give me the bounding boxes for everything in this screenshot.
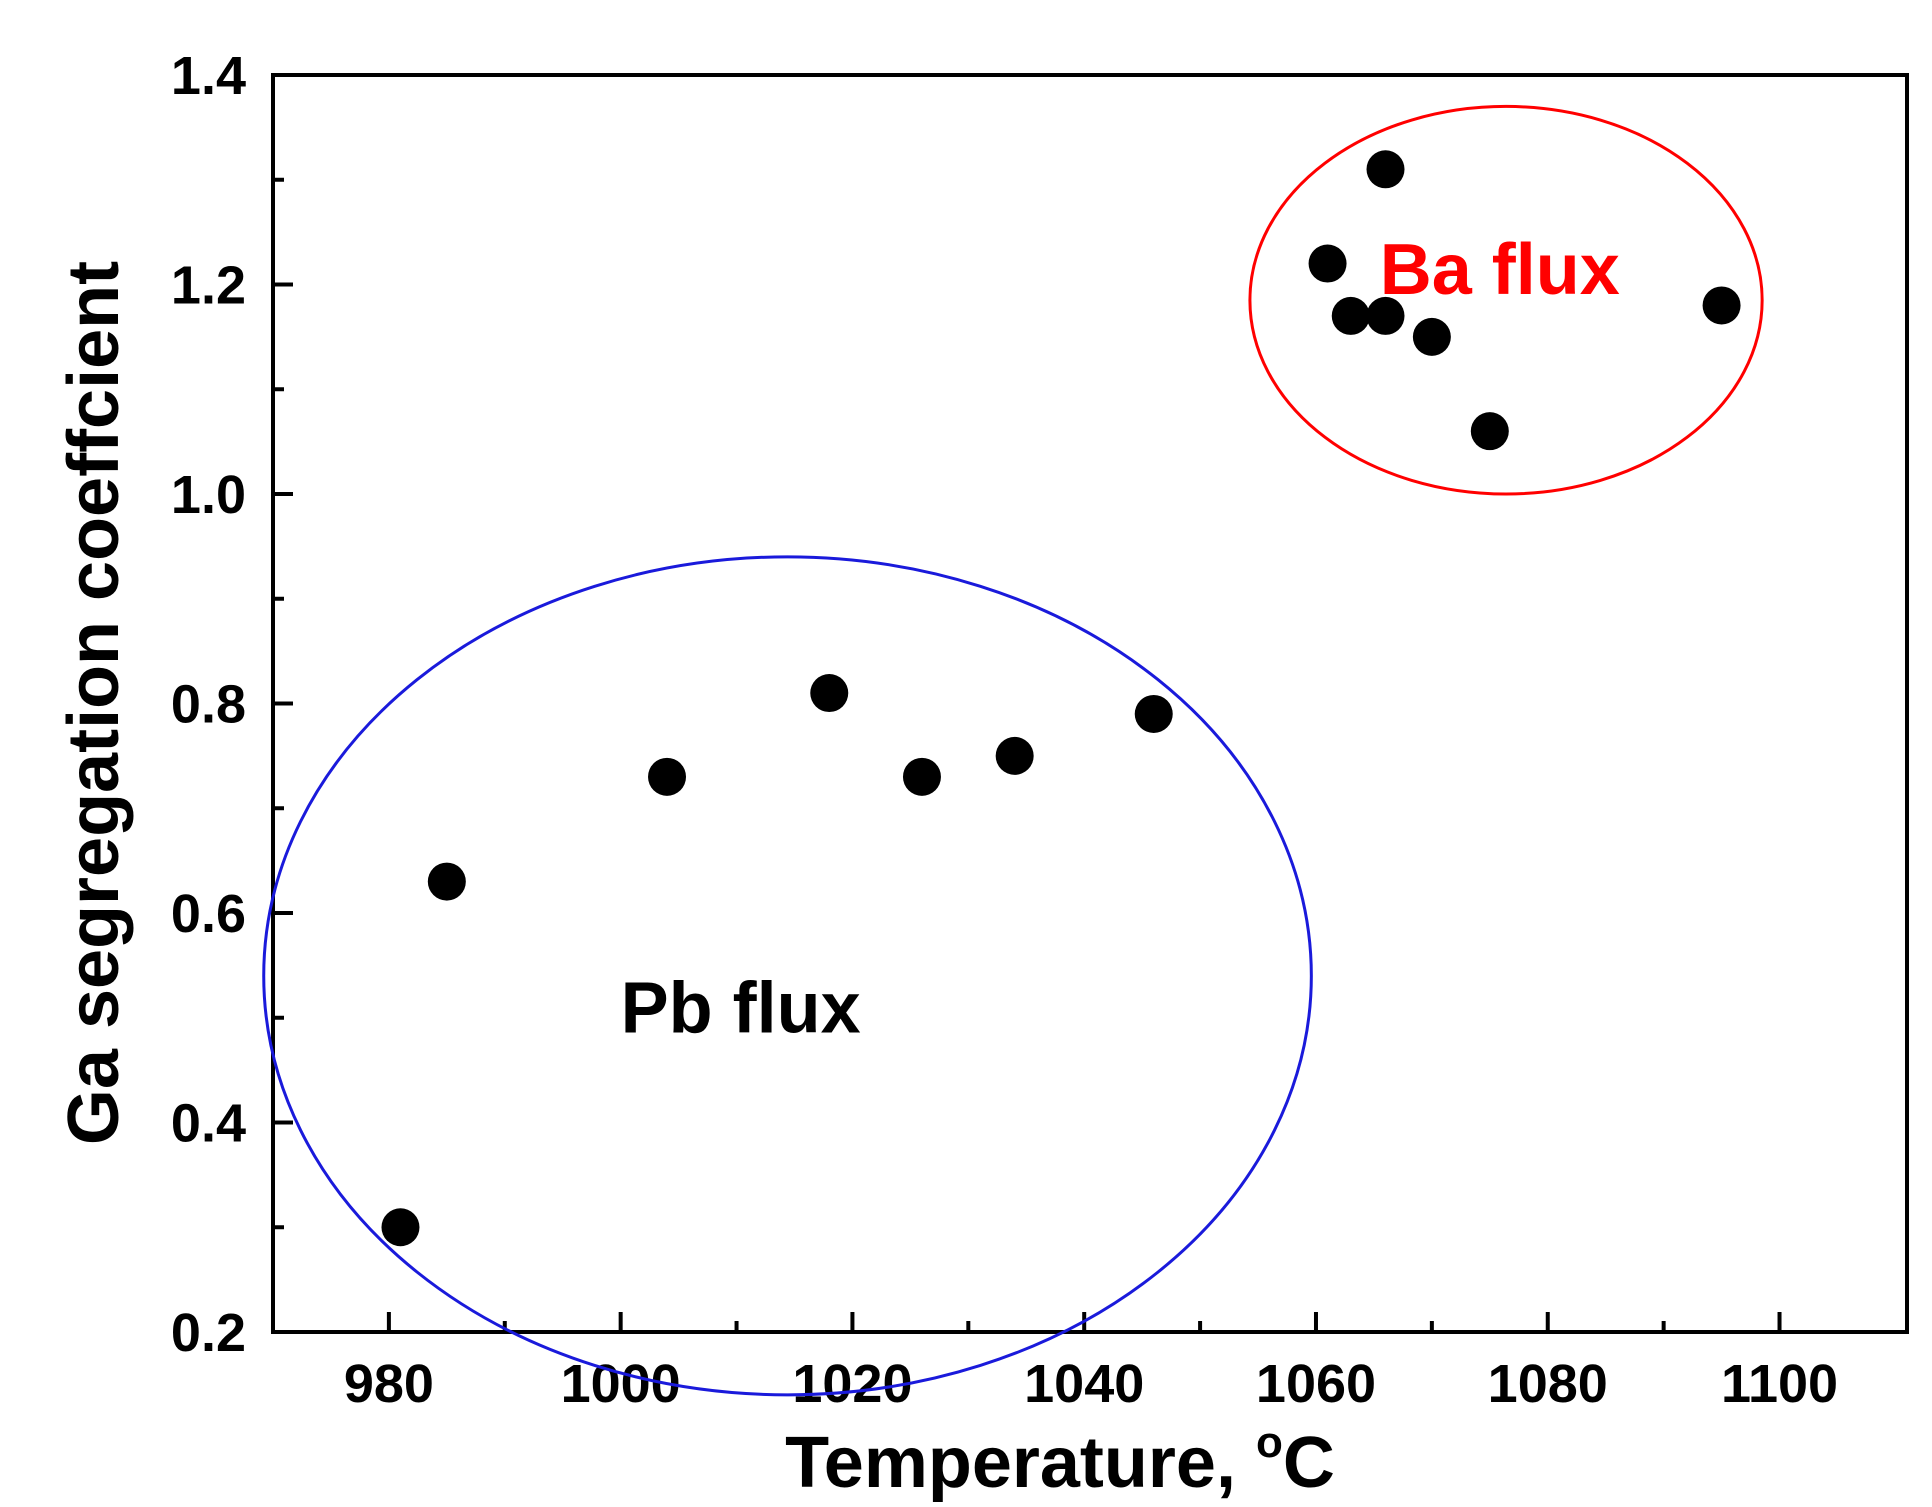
y-axis-tick-labels: 0.2 0.4 0.6 0.8 1.0 1.2 1.4	[171, 46, 246, 1363]
ba-flux-ellipse	[1248, 104, 1764, 496]
y-axis-ticks	[273, 73, 293, 1334]
y-tick-label: 1.2	[171, 256, 246, 316]
y-axis-label: Ga segregation coeffcient	[54, 261, 134, 1145]
x-axis-label-degree: o	[1256, 1418, 1283, 1467]
data-point	[1366, 150, 1405, 189]
x-axis-tick-labels: 980 1000 1020 1040 1060 1080 1100	[344, 1354, 1838, 1414]
data-point	[1702, 286, 1741, 325]
x-tick-label: 1040	[1024, 1354, 1144, 1414]
x-tick-label: 1000	[561, 1354, 681, 1414]
data-point	[1331, 296, 1370, 335]
data-point	[427, 862, 466, 901]
x-axis-ticks	[386, 1312, 1782, 1332]
pb-flux-ellipse	[262, 555, 1313, 1397]
group-annotations: Pb flux Ba flux	[262, 104, 1764, 1397]
data-point	[381, 1208, 420, 1247]
plot-frame	[271, 73, 1909, 1334]
data-point	[1412, 317, 1451, 356]
x-tick-label: 980	[344, 1354, 434, 1414]
data-point	[1134, 694, 1173, 733]
data-point	[1366, 296, 1405, 335]
x-tick-label: 1020	[792, 1354, 912, 1414]
y-tick-label: 1.0	[171, 465, 246, 525]
y-tick-label: 0.8	[171, 675, 246, 735]
y-tick-label: 0.6	[171, 884, 246, 944]
data-point	[995, 736, 1034, 775]
x-tick-label: 1080	[1488, 1354, 1608, 1414]
x-tick-label: 1100	[1721, 1354, 1838, 1414]
data-point	[810, 674, 849, 713]
y-tick-label: 0.2	[171, 1303, 246, 1363]
x-axis-label-unit: C	[1283, 1423, 1335, 1503]
data-point	[1308, 244, 1347, 283]
ba-flux-label: Ba flux	[1380, 230, 1620, 310]
pb-flux-label: Pb flux	[621, 968, 861, 1048]
data-point	[1470, 412, 1509, 451]
x-axis-label: Temperature, oC	[785, 1418, 1335, 1503]
x-tick-label: 1060	[1256, 1354, 1376, 1414]
x-axis-label-text: Temperature,	[785, 1423, 1256, 1503]
data-points	[381, 150, 1741, 1247]
data-point	[902, 757, 941, 796]
data-point	[648, 757, 687, 796]
y-tick-label: 0.4	[171, 1094, 246, 1154]
y-tick-label: 1.4	[171, 46, 246, 106]
